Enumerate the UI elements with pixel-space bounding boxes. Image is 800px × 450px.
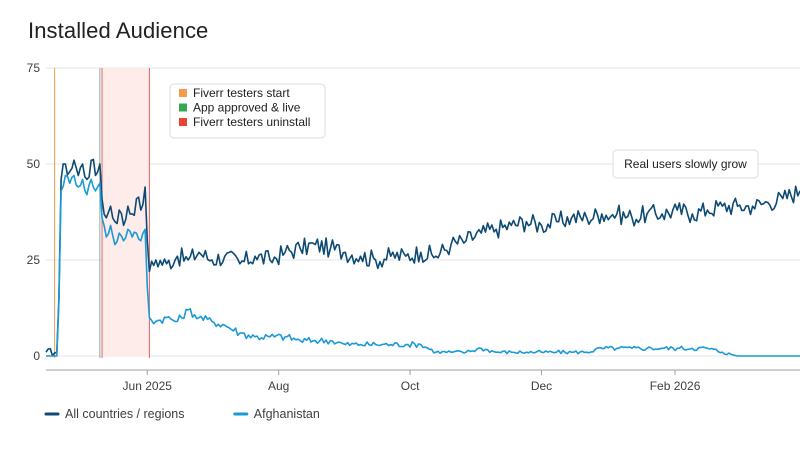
- legend: All countries / regions Afghanistan: [44, 407, 320, 421]
- y-tick-label-0: 0: [33, 349, 40, 363]
- legend-label-1: Afghanistan: [254, 407, 320, 421]
- x-tick-label-1: Aug: [268, 379, 289, 393]
- y-tick-label-25: 25: [27, 253, 41, 267]
- highlight-band: [102, 68, 150, 356]
- callout-text: Real users slowly grow: [624, 157, 747, 171]
- chart-title: Installed Audience: [28, 18, 209, 43]
- x-tick-label-4: Feb 2026: [650, 379, 701, 393]
- annotation-swatch-0: [179, 89, 187, 97]
- callout-box: [612, 149, 759, 179]
- legend-label-0: All countries / regions: [65, 407, 185, 421]
- y-tick-label-50: 50: [27, 157, 41, 171]
- annotation-swatch-1: [179, 103, 187, 112]
- series-line-1: [46, 174, 800, 357]
- x-tick-label-3: Dec: [531, 379, 552, 393]
- series-line-0: [45, 158, 800, 357]
- x-tick-label-2: Oct: [401, 379, 420, 393]
- y-tick-label-75: 75: [27, 61, 41, 75]
- highlight-band-rect: [102, 68, 150, 356]
- annotation-label-2: Fiverr testers uninstall: [193, 115, 310, 129]
- series-lines: [45, 158, 800, 357]
- annotation-swatch-2: [179, 118, 187, 126]
- annotation-legend-box: [169, 83, 326, 139]
- annotation-label-1: App approved & live: [193, 101, 301, 115]
- x-tick-label-0: Jun 2025: [123, 379, 173, 393]
- axes: Jun 2025 Aug Oct Dec Feb 2026: [46, 369, 800, 393]
- annotation-label-0: Fiverr testers start: [193, 86, 290, 100]
